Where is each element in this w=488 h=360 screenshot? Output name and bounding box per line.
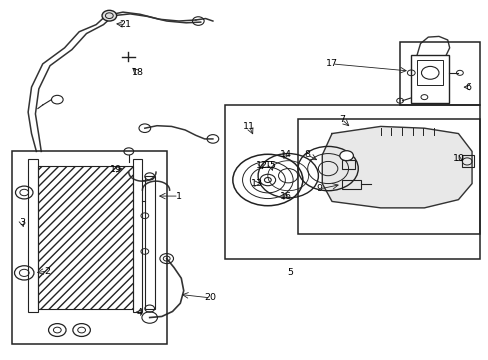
Text: 15: 15 bbox=[264, 161, 277, 170]
Bar bbox=[297, 119, 479, 234]
Text: 6: 6 bbox=[464, 83, 470, 92]
Bar bbox=[341, 160, 355, 169]
Bar bbox=[416, 60, 442, 85]
Text: 16: 16 bbox=[279, 192, 291, 201]
Bar bbox=[341, 180, 361, 189]
Text: 3: 3 bbox=[19, 219, 25, 228]
Bar bbox=[144, 176, 154, 309]
Text: 17: 17 bbox=[325, 59, 337, 68]
Text: 4: 4 bbox=[137, 308, 142, 317]
Bar bbox=[461, 155, 473, 167]
Text: 10: 10 bbox=[451, 154, 464, 163]
Polygon shape bbox=[322, 126, 471, 208]
Circle shape bbox=[102, 10, 116, 21]
Text: 12: 12 bbox=[255, 161, 267, 170]
Text: 20: 20 bbox=[204, 293, 216, 302]
Text: 1: 1 bbox=[176, 192, 182, 201]
Text: 8: 8 bbox=[304, 150, 310, 159]
Text: 19: 19 bbox=[109, 165, 122, 174]
Text: 9: 9 bbox=[316, 184, 322, 193]
Bar bbox=[399, 42, 479, 105]
Text: 7: 7 bbox=[338, 115, 344, 124]
Text: 21: 21 bbox=[119, 20, 131, 29]
Bar bbox=[224, 105, 479, 258]
Bar bbox=[38, 166, 132, 309]
Bar bbox=[12, 152, 166, 344]
Bar bbox=[132, 158, 142, 312]
Text: 18: 18 bbox=[131, 68, 143, 77]
Bar bbox=[410, 55, 448, 103]
Bar bbox=[28, 158, 38, 312]
Text: 5: 5 bbox=[287, 268, 293, 277]
Text: 13: 13 bbox=[250, 179, 262, 188]
Circle shape bbox=[339, 151, 353, 161]
Text: 14: 14 bbox=[279, 150, 291, 159]
Text: 2: 2 bbox=[44, 267, 50, 276]
Text: 11: 11 bbox=[243, 122, 255, 131]
